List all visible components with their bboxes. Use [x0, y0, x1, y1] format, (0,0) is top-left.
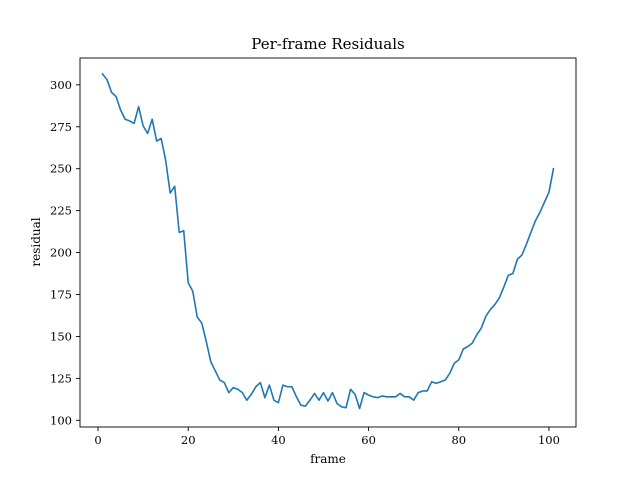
x-tick-label: 40	[271, 433, 286, 447]
y-tick-label: 300	[50, 78, 72, 92]
x-tick-label: 60	[361, 433, 376, 447]
x-tick-label: 100	[538, 433, 560, 447]
axes-frame	[79, 57, 577, 428]
series-line-0	[101, 72, 555, 410]
x-tick-label: 20	[181, 433, 196, 447]
y-tick-label: 250	[50, 162, 72, 176]
y-axis-label: residual	[29, 217, 43, 266]
plot-area: 0 20 40 60 80 100 100 125 150 175 200 225 250 275 300	[50, 57, 577, 447]
y-tick-label: 100	[50, 413, 72, 427]
y-tick-label: 175	[50, 287, 72, 301]
x-axis-label: frame	[310, 452, 346, 466]
x-tick-label: 0	[94, 433, 101, 447]
y-tick-label: 125	[50, 371, 72, 385]
y-tick-label: 150	[50, 329, 72, 343]
x-tick-label: 80	[451, 433, 466, 447]
y-tick-label: 275	[50, 120, 72, 134]
y-tick-label: 225	[50, 204, 72, 218]
chart-title: Per-frame Residuals	[251, 35, 404, 53]
y-tick-label: 200	[50, 246, 72, 260]
